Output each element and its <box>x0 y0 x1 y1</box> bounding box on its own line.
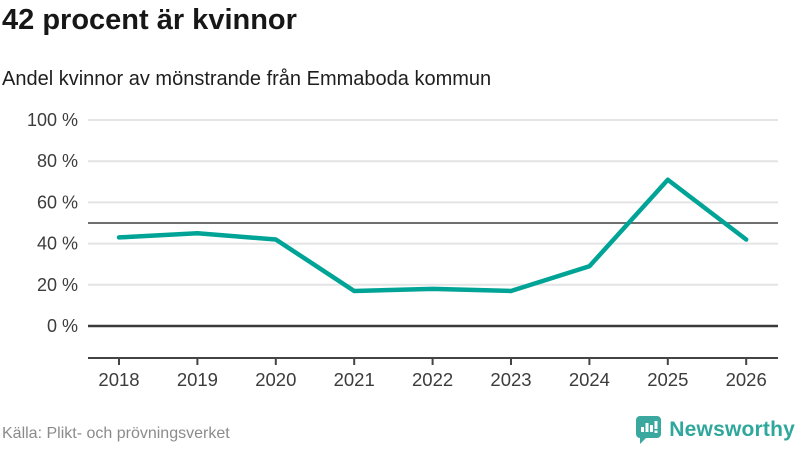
x-axis-tick-label: 2022 <box>412 369 453 390</box>
y-axis-tick-label: 100 % <box>27 110 78 130</box>
x-axis-tick-label: 2018 <box>98 369 139 390</box>
data-line <box>116 177 749 294</box>
source-note: Källa: Plikt- och prövningsverket <box>2 425 230 442</box>
newsworthy-icon <box>636 416 662 444</box>
x-axis-tick-label: 2020 <box>255 369 296 390</box>
y-axis-tick-label: 80 % <box>37 151 78 171</box>
y-axis-tick-label: 20 % <box>37 275 78 295</box>
chart-title: 42 procent är kvinnor <box>2 4 297 36</box>
newsworthy-logo: Newsworthy <box>635 415 795 444</box>
newsworthy-wordmark: Newsworthy <box>669 417 795 441</box>
x-axis-tick-label: 2026 <box>726 369 767 390</box>
y-axis-tick-label: 60 % <box>37 192 78 212</box>
chart-subtitle: Andel kvinnor av mönstrande från Emmabod… <box>2 68 492 90</box>
y-axis-tick-label: 40 % <box>37 234 78 254</box>
x-axis-tick-label: 2025 <box>647 369 688 390</box>
x-axis-tick-label: 2021 <box>334 369 375 390</box>
x-axis-tick-label: 2024 <box>569 369 610 390</box>
x-axis-tick-label: 2019 <box>177 369 218 390</box>
x-axis-tick-label: 2023 <box>490 369 531 390</box>
y-axis-tick-label: 0 % <box>47 316 78 336</box>
